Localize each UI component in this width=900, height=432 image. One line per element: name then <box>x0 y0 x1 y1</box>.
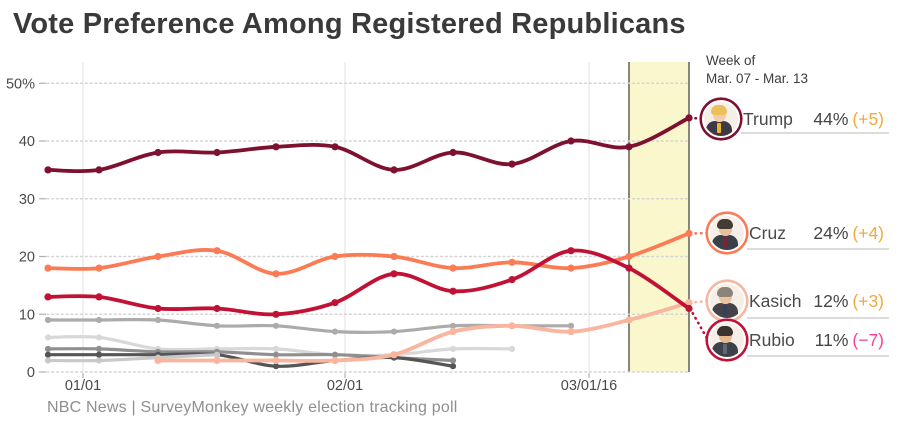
candidate-value: 11% <box>814 330 849 350</box>
source-attribution: NBC News | SurveyMonkey weekly election … <box>47 399 458 416</box>
candidate-avatar <box>708 282 746 320</box>
avatar-tie <box>723 305 727 315</box>
series-trump <box>44 114 693 174</box>
avatar-tie <box>723 344 727 354</box>
candidate-change: (−7) <box>852 330 884 350</box>
candidate-name: Trump <box>743 109 793 129</box>
candidate-avatar <box>708 321 746 359</box>
candidate-avatar <box>708 214 746 252</box>
x-axis-label: 01/01 <box>65 378 101 394</box>
y-axis-label: 40 <box>19 134 35 150</box>
avatar-hair <box>717 219 733 229</box>
y-axis-label: 50% <box>6 76 35 92</box>
avatar-hair <box>711 105 727 115</box>
candidate-value: 24% <box>813 223 849 243</box>
series-rubio <box>44 247 693 318</box>
candidate-value: 12% <box>813 291 849 311</box>
candidate-avatar <box>702 100 740 138</box>
legend-connectors <box>688 116 710 342</box>
avatar-hair <box>717 326 733 336</box>
legend-underline <box>741 132 889 134</box>
avatar-hair <box>717 287 733 297</box>
highlight-band <box>628 62 690 372</box>
legend-underline <box>747 248 889 250</box>
legend-underline <box>747 317 889 319</box>
series-kasich <box>154 299 693 365</box>
candidate-name: Kasich <box>749 291 802 311</box>
horizontal-gridlines: 0 10 20 30 40 50% <box>6 76 691 381</box>
x-axis-label: 02/01 <box>327 378 363 394</box>
candidate-change: (+4) <box>852 223 884 243</box>
week-of-line2: Mar. 07 - Mar. 13 <box>706 71 809 86</box>
y-axis-label: 0 <box>27 365 35 381</box>
y-axis-label: 20 <box>19 250 35 266</box>
chart-title: Vote Preference Among Registered Republi… <box>13 8 686 40</box>
highlight-week-annotation: Week of Mar. 07 - Mar. 13 <box>706 52 808 88</box>
x-axis-label: 03/01/16 <box>561 378 617 394</box>
candidate-name: Rubio <box>749 330 795 350</box>
candidate-name: Cruz <box>749 223 786 243</box>
candidate-value: 44% <box>813 109 849 129</box>
legend-underline <box>747 355 889 357</box>
candidate-change: (+5) <box>852 109 884 129</box>
candidate-change: (+3) <box>852 291 884 311</box>
week-of-line1: Week of <box>706 53 756 68</box>
y-axis-label: 30 <box>19 192 35 208</box>
x-axis: 01/01 02/01 03/01/16 <box>65 373 617 394</box>
y-axis-label: 10 <box>19 307 35 323</box>
series-cruz <box>44 229 693 278</box>
avatar-tie <box>723 237 727 247</box>
avatar-tie <box>717 123 721 133</box>
